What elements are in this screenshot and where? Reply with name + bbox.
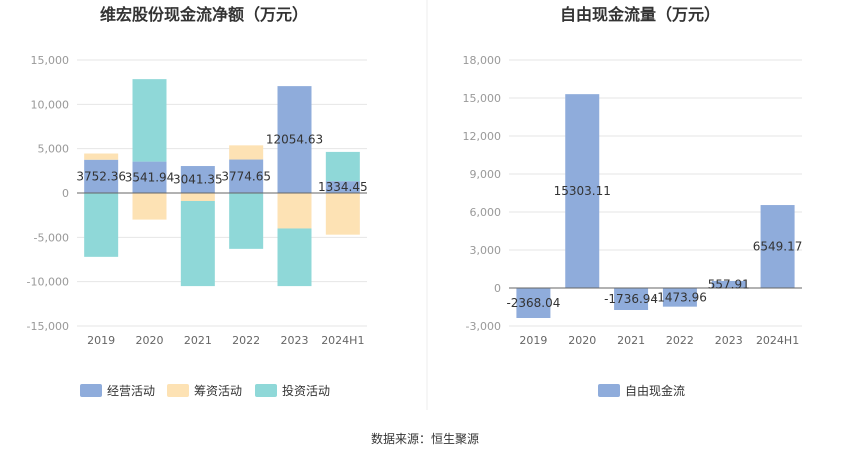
y-tick-label: 0 (62, 187, 69, 200)
fcf-chart: 自由现金流量（万元） 18,000 15,000 12,000 9,000 6,000 3… (463, 5, 803, 398)
y-tick-label: -15,000 (27, 320, 69, 333)
y-tick-label: 18,000 (463, 54, 502, 67)
y-tick-label: -5,000 (34, 231, 69, 244)
fcf-chart-bars (516, 94, 795, 318)
bar-financing-2022[interactable] (229, 145, 264, 160)
x-tick-label: 2023 (281, 334, 309, 347)
cashflow-chart-title: 维宏股份现金流净额（万元） (100, 5, 308, 24)
data-label-2024H1: 6549.17 (753, 240, 803, 254)
bar-financing-2023[interactable] (277, 193, 312, 229)
x-tick-label: 2019 (87, 334, 115, 347)
legend-label-financing: 筹资活动 (194, 384, 242, 398)
data-source: 数据来源：恒生聚源 (371, 431, 479, 446)
legend-item-investing[interactable]: 投资活动 (255, 383, 330, 398)
bar-fcf-2020[interactable] (565, 94, 600, 288)
y-tick-label: 5,000 (38, 143, 70, 156)
bar-fcf-2024H1[interactable] (760, 205, 795, 288)
x-tick-label: 2019 (519, 334, 547, 347)
bar-fcf-2021[interactable] (614, 288, 649, 311)
cashflow-chart-x-axis: 2019 2020 2021 2022 2023 2024H1 (87, 334, 364, 347)
x-tick-label: 2020 (568, 334, 596, 347)
legend-label-investing: 投资活动 (282, 383, 330, 398)
x-tick-label: 2023 (715, 334, 743, 347)
legend-item-operating[interactable]: 经营活动 (80, 384, 155, 398)
data-label-2019: 3752.36 (76, 169, 126, 183)
y-tick-label: 6,000 (470, 206, 502, 219)
y-tick-label: 3,000 (470, 244, 502, 257)
bar-financing-2021[interactable] (180, 193, 215, 201)
y-tick-label: 0 (494, 282, 501, 295)
bar-fcf-2023[interactable] (711, 280, 746, 288)
y-tick-label: -10,000 (27, 276, 69, 289)
cashflow-chart-bars (84, 79, 360, 287)
y-tick-label: 12,000 (463, 130, 502, 143)
x-tick-label: 2022 (666, 334, 694, 347)
legend-swatch-investing (255, 384, 277, 397)
x-tick-label: 2020 (136, 334, 164, 347)
y-tick-label: 15,000 (463, 92, 502, 105)
data-label-2023: 12054.63 (266, 133, 323, 147)
fcf-chart-y-axis: 18,000 15,000 12,000 9,000 6,000 3,000 0 -3,000 (463, 54, 502, 333)
legend-swatch-operating (80, 384, 102, 397)
bar-financing-2020[interactable] (132, 193, 167, 220)
bar-operating-2023[interactable] (277, 86, 312, 193)
bar-operating-2019[interactable] (84, 159, 119, 193)
bar-investing-2020[interactable] (132, 79, 167, 162)
y-tick-label: -3,000 (466, 320, 501, 333)
x-tick-label: 2021 (617, 334, 645, 347)
bar-operating-2021[interactable] (180, 166, 215, 193)
fcf-chart-title: 自由现金流量（万元） (560, 5, 720, 24)
data-label-2019: -2368.04 (506, 296, 560, 310)
x-tick-label: 2021 (184, 334, 212, 347)
data-label-2021: -1736.94 (604, 292, 658, 306)
data-label-2024H1: 1334.45 (318, 180, 368, 194)
fcf-chart-x-axis: 2019 2020 2021 2022 2023 2024H1 (519, 334, 799, 347)
bar-fcf-2019[interactable] (516, 288, 551, 318)
bar-investing-2021[interactable] (180, 200, 215, 287)
fcf-chart-legend: 自由现金流 (598, 383, 685, 398)
legend-item-financing[interactable]: 筹资活动 (167, 384, 242, 398)
data-label-2023: 557.91 (708, 277, 750, 291)
legend-swatch-financing (167, 384, 189, 397)
x-tick-label: 2022 (232, 334, 260, 347)
bar-operating-2020[interactable] (132, 161, 167, 193)
legend-label-fcf: 自由现金流 (625, 383, 685, 398)
y-tick-label: 15,000 (31, 54, 70, 67)
cashflow-chart-legend: 经营活动 筹资活动 投资活动 (80, 383, 330, 398)
x-tick-label: 2024H1 (756, 334, 799, 347)
x-tick-label: 2024H1 (321, 334, 364, 347)
bar-investing-2019[interactable] (84, 193, 119, 257)
bar-investing-2023[interactable] (277, 228, 312, 287)
legend-item-fcf[interactable]: 自由现金流 (598, 383, 685, 398)
bar-investing-2022[interactable] (229, 193, 264, 249)
cashflow-chart: 维宏股份现金流净额（万元） 15,000 10,000 5,000 0 -5,000 -1… (27, 5, 368, 398)
legend-swatch-fcf (598, 384, 620, 397)
bar-financing-2024H1[interactable] (325, 193, 360, 235)
y-tick-label: 9,000 (470, 168, 502, 181)
data-label-2020: 3541.94 (125, 170, 175, 184)
data-label-2022: 3774.65 (221, 169, 271, 183)
bar-operating-2024H1[interactable] (325, 181, 360, 193)
bar-operating-2022[interactable] (229, 159, 264, 193)
fcf-chart-grid (509, 59, 802, 327)
legend-label-operating: 经营活动 (107, 384, 155, 398)
cashflow-chart-grid (77, 59, 367, 327)
bar-fcf-2022[interactable] (662, 288, 697, 307)
data-label-2021: 3041.35 (173, 173, 223, 187)
y-tick-label: 10,000 (31, 98, 70, 111)
data-label-2020: 15303.11 (554, 184, 611, 198)
cashflow-chart-y-axis: 15,000 10,000 5,000 0 -5,000 -10,000 -15,000 (27, 54, 69, 333)
bar-investing-2024H1[interactable] (325, 151, 360, 182)
bar-financing-2019[interactable] (84, 153, 119, 160)
data-label-2022: -1473.96 (653, 290, 707, 304)
